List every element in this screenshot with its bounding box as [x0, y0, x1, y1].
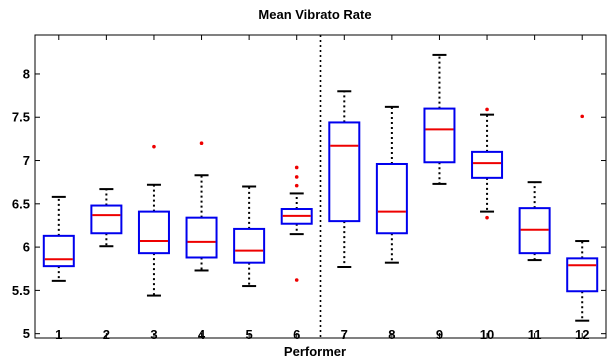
box	[375, 162, 408, 235]
outlier-point	[152, 144, 156, 149]
box	[518, 207, 551, 255]
outlier-point	[294, 175, 299, 179]
x-tick-label: 7	[341, 327, 348, 342]
chart-title: Mean Vibrato Rate	[258, 7, 371, 22]
box	[328, 121, 361, 223]
y-tick-label: 7.5	[12, 110, 30, 125]
x-tick-label: 9	[436, 327, 443, 342]
y-tick-label: 6.5	[12, 196, 30, 211]
x-axis-label: Performer	[284, 344, 346, 358]
x-tick-label: 10	[480, 327, 494, 342]
plot-area: 55.566.577.581 2 3 4 5 6 7 8 9 10 11 12	[12, 34, 607, 342]
y-tick-label: 7	[23, 153, 30, 168]
box	[137, 210, 170, 255]
box	[471, 150, 504, 179]
box	[423, 107, 456, 164]
x-tick-label: 12	[575, 327, 589, 342]
outlier-point	[294, 165, 299, 170]
y-tick-label: 5	[23, 326, 30, 341]
outlier-point	[580, 114, 585, 119]
x-tick-label: 11	[528, 327, 542, 342]
box	[280, 208, 313, 225]
box	[90, 204, 123, 235]
outlier-point	[485, 215, 489, 220]
outlier-point	[199, 141, 204, 146]
outlier-point	[294, 183, 299, 188]
x-tick-label: 3	[150, 327, 157, 342]
x-tick-label: 6	[293, 327, 300, 342]
box	[185, 216, 218, 259]
y-tick-label: 8	[23, 66, 30, 81]
x-tick-label: 2	[103, 327, 110, 342]
box	[566, 257, 599, 293]
box	[233, 227, 266, 264]
x-tick-label: 8	[388, 327, 395, 342]
x-tick-label: 5	[246, 327, 253, 342]
x-tick-label: 1	[55, 327, 62, 342]
y-tick-label: 5.5	[12, 283, 30, 298]
y-tick-label: 6	[23, 240, 30, 255]
x-tick-label: 4	[198, 327, 206, 342]
box	[42, 234, 75, 268]
outlier-point	[294, 278, 299, 282]
outlier-point	[485, 107, 489, 112]
